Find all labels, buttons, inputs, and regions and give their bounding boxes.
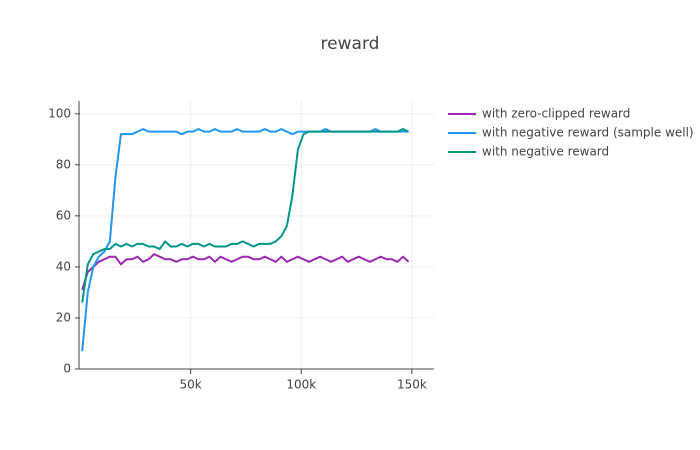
- y-tick-label: 20: [56, 310, 71, 324]
- series-line: [81, 128, 409, 303]
- legend-label: with negative reward: [482, 145, 609, 159]
- x-tick-label: 100k: [286, 378, 316, 392]
- y-tick-label: 40: [56, 259, 71, 273]
- chart-title: reward: [321, 34, 380, 54]
- y-tick-label: 60: [56, 208, 71, 222]
- y-tick-label: 100: [48, 106, 71, 120]
- y-tick-label: 80: [56, 157, 71, 171]
- legend-label: with negative reward (sample well): [482, 126, 694, 140]
- series-line: [81, 253, 410, 291]
- x-tick-label: 50k: [180, 378, 202, 392]
- y-tick-label: 0: [63, 362, 71, 376]
- x-tick-label: 150k: [397, 378, 427, 392]
- legend-label: with zero-clipped reward: [482, 107, 630, 121]
